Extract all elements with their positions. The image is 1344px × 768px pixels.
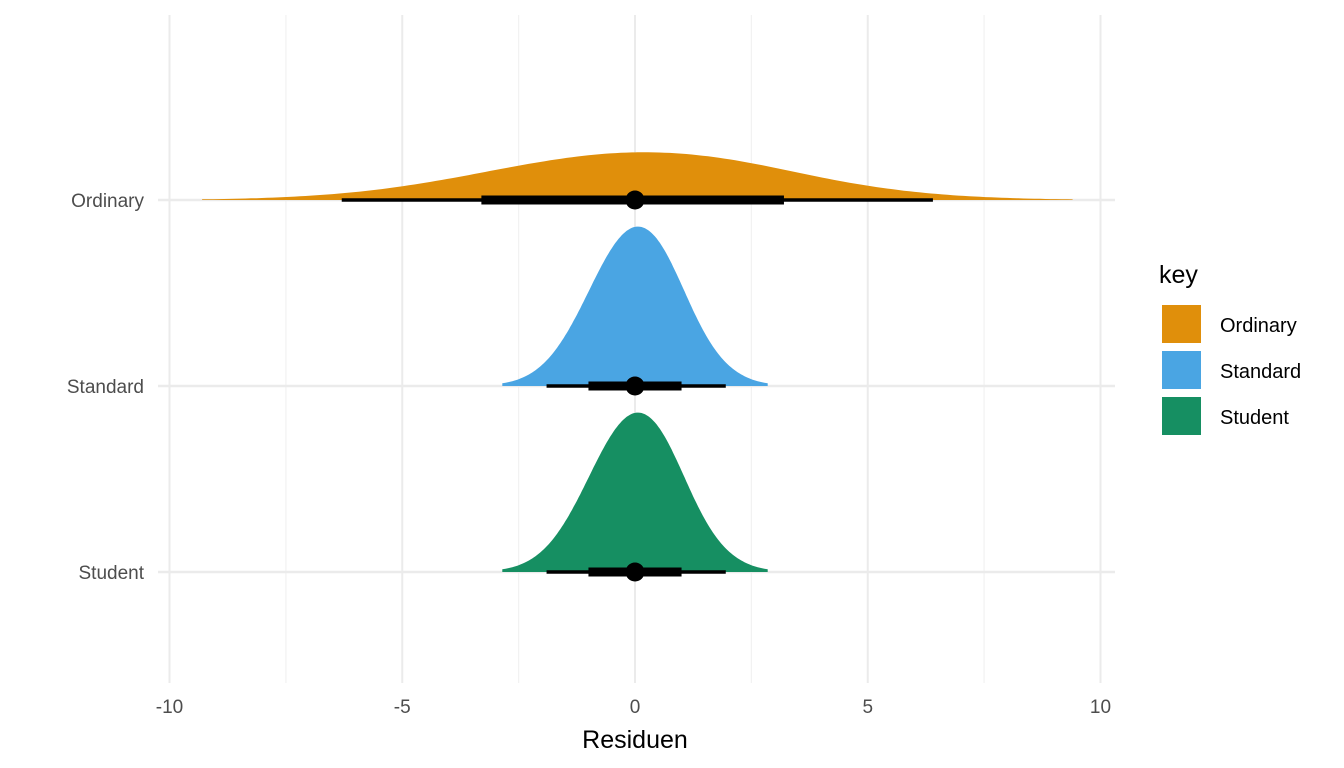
legend-key-standard xyxy=(1162,351,1201,389)
x-axis-labels: -10 -5 0 5 10 xyxy=(156,697,1111,718)
y-tick-label: Standard xyxy=(67,377,144,398)
x-axis-title: Residuen xyxy=(582,726,688,754)
legend-key-student xyxy=(1162,397,1201,435)
x-tick-label: 5 xyxy=(862,697,873,718)
legend-label: Ordinary xyxy=(1220,315,1297,337)
point-estimate-standard xyxy=(625,376,645,396)
legend-title: key xyxy=(1159,261,1198,289)
legend-label: Student xyxy=(1220,407,1289,429)
density-standard xyxy=(502,226,768,386)
point-estimate-student xyxy=(625,562,645,582)
legend-label: Standard xyxy=(1220,361,1301,383)
interval-layer xyxy=(341,190,933,582)
x-tick-label: -5 xyxy=(394,697,411,718)
y-axis-labels: Ordinary Standard Student xyxy=(67,191,145,584)
x-tick-label: 0 xyxy=(630,697,641,718)
legend-key-ordinary xyxy=(1162,305,1201,343)
density-student xyxy=(502,412,768,572)
x-tick-label: -10 xyxy=(156,697,183,718)
y-tick-label: Ordinary xyxy=(71,191,144,212)
legend: key Ordinary Standard Student xyxy=(1159,261,1301,435)
x-tick-label: 10 xyxy=(1090,697,1111,718)
y-tick-label: Student xyxy=(79,563,145,584)
density-layer xyxy=(202,152,1073,572)
density-ordinary xyxy=(202,152,1073,200)
point-estimate-ordinary xyxy=(625,190,645,210)
